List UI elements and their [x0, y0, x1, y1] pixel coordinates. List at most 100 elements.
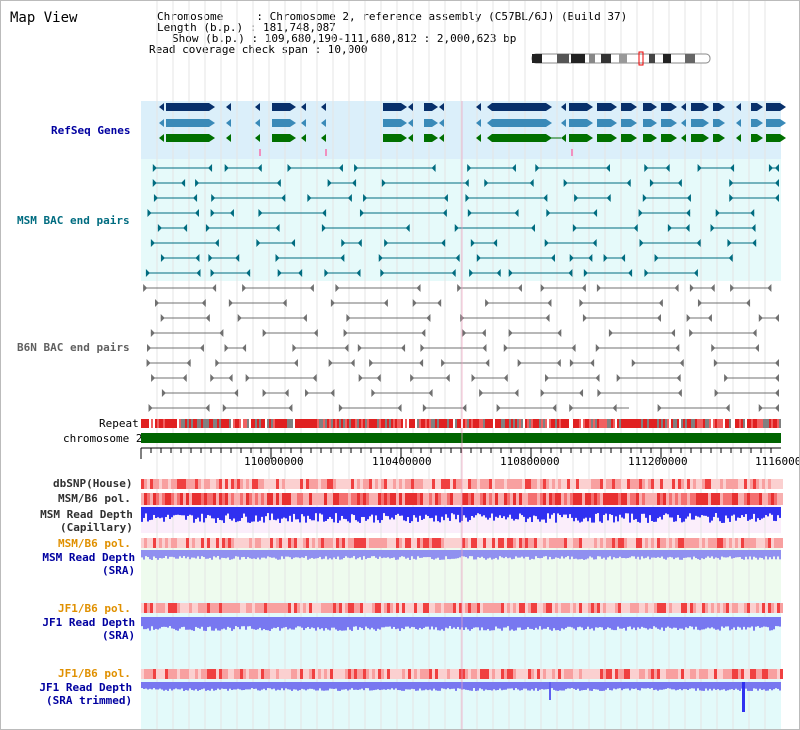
depth-bar	[707, 682, 709, 691]
repeat-block	[163, 419, 165, 428]
heatmap-cell	[231, 603, 234, 613]
gene-arrow	[255, 119, 260, 127]
heatmap-cell	[699, 479, 702, 489]
depth-bar	[595, 617, 597, 628]
track-label-chromosome[interactable]: chromosome 2	[63, 432, 143, 445]
repeat-block	[475, 419, 477, 428]
depth-bar	[273, 682, 275, 689]
depth-bar	[649, 507, 651, 516]
heatmap-cell	[462, 479, 465, 489]
heatmap-cell	[279, 493, 282, 505]
heatmap-cell	[564, 479, 567, 489]
depth-bar	[721, 682, 723, 690]
bac-end	[579, 389, 584, 397]
depth-bar	[387, 550, 389, 558]
depth-bar	[283, 507, 285, 518]
track-label-msm-b6-pol-1[interactable]: MSM/B6 pol.	[58, 492, 131, 505]
track-label-msm-bac[interactable]: MSM BAC end pairs	[17, 214, 130, 227]
depth-bar	[683, 507, 685, 522]
depth-bar	[679, 550, 681, 560]
depth-bar	[623, 682, 625, 689]
repeat-block	[681, 419, 683, 428]
heatmap-cell	[408, 479, 411, 489]
depth-bar	[283, 617, 285, 628]
repeat-block	[435, 419, 437, 428]
track-label-msm-b6-pol-2[interactable]: MSM/B6 pol.	[58, 537, 131, 550]
gene-arrow	[703, 103, 709, 111]
depth-bar	[733, 507, 735, 515]
depth-bar	[345, 682, 347, 690]
track-label-b6n-bac[interactable]: B6N BAC end pairs	[17, 341, 130, 354]
gene-exon	[751, 103, 757, 111]
gene-exon	[424, 119, 432, 127]
depth-bar	[277, 617, 279, 628]
track-label-refseq[interactable]: RefSeq Genes	[51, 124, 131, 137]
depth-bar	[235, 682, 237, 690]
depth-bar	[365, 507, 367, 521]
depth-bar	[721, 550, 723, 557]
repeat-block	[569, 419, 571, 428]
depth-bar	[143, 682, 145, 689]
depth-bar	[419, 617, 421, 628]
depth-bar	[545, 682, 547, 690]
depth-bar	[695, 682, 697, 691]
heatmap-cell	[144, 603, 147, 613]
depth-bar	[593, 617, 595, 631]
heatmap-cell	[516, 479, 519, 489]
heatmap-cell	[366, 538, 369, 548]
depth-bar	[763, 507, 765, 518]
depth-bar	[195, 617, 197, 627]
track-label-repeat[interactable]: Repeat	[99, 417, 139, 430]
depth-bar	[471, 617, 473, 630]
heatmap-cell	[549, 669, 552, 679]
track-label-jf1-pol-1[interactable]: JF1/B6 pol.	[58, 602, 131, 615]
heatmap-cell	[159, 493, 162, 505]
jf1-sra-bg	[141, 601, 781, 729]
depth-bar	[283, 550, 285, 559]
heatmap-cell	[141, 479, 144, 489]
repeat-block	[759, 419, 761, 428]
heatmap-cell	[528, 603, 531, 613]
depth-bar	[201, 682, 203, 690]
gene-arrow	[681, 119, 686, 127]
gene-arrow	[757, 103, 763, 111]
depth-bar	[697, 550, 699, 560]
heatmap-cell	[591, 479, 594, 489]
repeat-block	[355, 419, 357, 428]
track-label-jf1-depth-trim[interactable]: JF1 Read Depth (SRA trimmed)	[37, 681, 132, 707]
heatmap-cell	[234, 479, 237, 489]
depth-bar	[723, 507, 725, 523]
depth-bar	[669, 617, 671, 628]
heatmap-cell	[603, 669, 606, 679]
repeat-block	[237, 419, 239, 428]
heatmap-cell	[537, 493, 540, 505]
track-label-jf1-depth-sra[interactable]: JF1 Read Depth (SRA)	[37, 616, 135, 642]
repeat-block	[669, 419, 671, 428]
heatmap-cell	[204, 669, 207, 679]
bac-end	[298, 269, 303, 277]
heatmap-cell	[276, 603, 279, 613]
track-label-msm-depth-cap[interactable]: MSM Read Depth (Capillary)	[37, 508, 133, 534]
depth-bar	[529, 682, 531, 691]
depth-bar	[747, 550, 749, 560]
repeat-block	[557, 419, 559, 428]
depth-bar	[149, 550, 151, 560]
bac-end	[751, 224, 756, 232]
heatmap-cell	[504, 538, 507, 548]
track-label-msm-depth-sra[interactable]: MSM Read Depth (SRA)	[37, 551, 135, 577]
bac-end	[727, 239, 732, 247]
heatmap-cell	[375, 603, 378, 613]
heatmap-cell	[195, 479, 198, 489]
track-label-dbsnp[interactable]: dbSNP(House)	[53, 477, 133, 490]
track-label-jf1-pol-2[interactable]: JF1/B6 pol.	[58, 667, 131, 680]
depth-bar	[471, 682, 473, 691]
depth-bar	[487, 550, 489, 559]
heatmap-cell	[462, 669, 465, 679]
bac-end	[685, 224, 690, 232]
heatmap-cell	[270, 493, 273, 505]
depth-bar	[643, 550, 645, 559]
depth-bar	[501, 617, 503, 631]
depth-bar	[357, 507, 359, 522]
heatmap-cell	[333, 669, 336, 679]
heatmap-cell	[198, 479, 201, 489]
